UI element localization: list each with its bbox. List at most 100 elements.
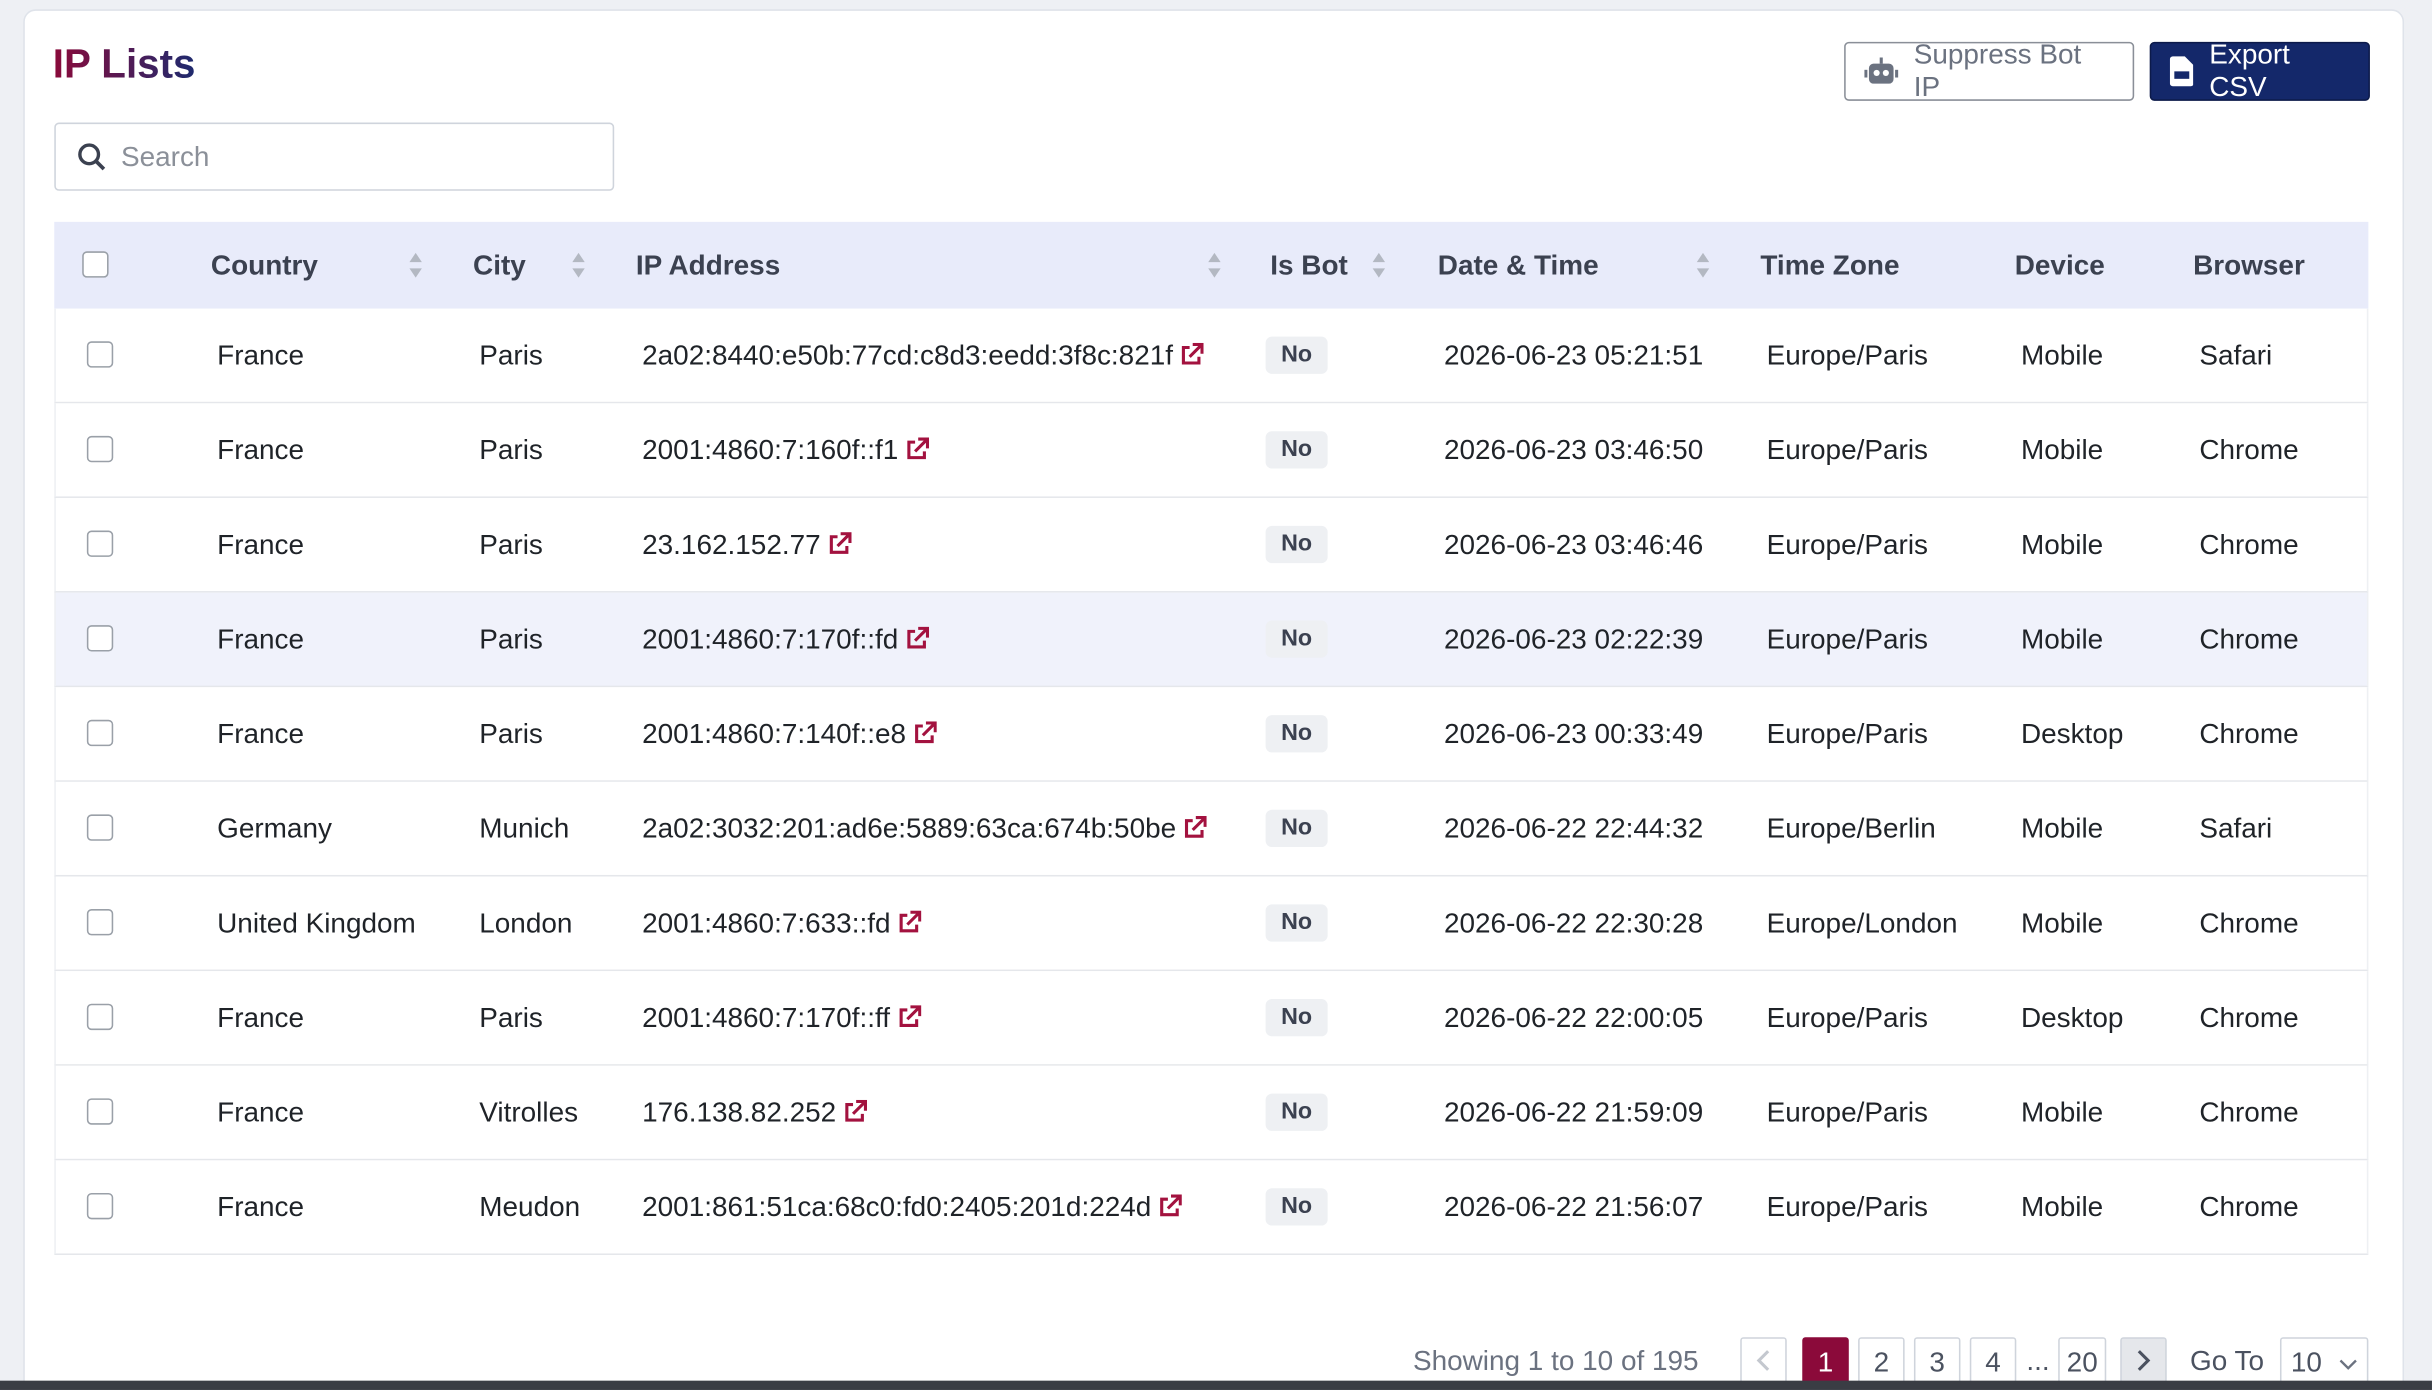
table-cell[interactable]: 2001:861:51ca:68c0:fd0:2405:201d:224d <box>642 1160 1183 1255</box>
row-checkbox[interactable] <box>86 1098 114 1125</box>
suppress-bot-button[interactable]: Suppress Bot IP <box>1844 38 2135 103</box>
cell-text: 2001:4860:7:160f::f1 <box>642 434 899 466</box>
cell-text: Mobile <box>2020 434 2104 466</box>
cell-text: France <box>217 1191 305 1223</box>
table-cell: Chrome <box>2199 498 2298 593</box>
column-header[interactable]: Is Bot <box>1270 249 1348 281</box>
table-cell[interactable]: 2001:4860:7:160f::f1 <box>642 403 930 498</box>
cell-text: France <box>217 434 305 466</box>
table-cell[interactable]: 2a02:3032:201:ad6e:5889:63ca:674b:50be <box>642 782 1208 877</box>
table-cell: France <box>217 309 304 404</box>
table-cell: Mobile <box>2021 403 2103 498</box>
row-checkbox[interactable] <box>86 719 114 747</box>
sort-icon[interactable] <box>571 251 587 279</box>
sort-icon[interactable] <box>1695 251 1711 279</box>
column-header[interactable]: City <box>473 249 526 281</box>
external-link-icon[interactable] <box>906 718 938 749</box>
table-cell: Mobile <box>2021 1160 2103 1255</box>
page-size-select[interactable]: 10 <box>2279 1337 2369 1384</box>
table-row: France Paris 2001:4860:7:160f::f1 No 2026-06… <box>54 403 2369 498</box>
row-checkbox[interactable] <box>86 530 114 557</box>
table-cell: Paris <box>479 498 543 593</box>
table-cell: Chrome <box>2199 403 2298 498</box>
button-label: Suppress Bot IP <box>1913 38 2082 103</box>
table-cell: Meudon <box>479 1160 580 1255</box>
external-link-icon[interactable] <box>836 1097 868 1128</box>
robot-icon <box>1864 57 1899 84</box>
prev-button[interactable] <box>1740 1337 1787 1384</box>
table-cell: 2026-06-22 22:00:05 <box>1444 971 1703 1066</box>
column-header[interactable]: IP Address <box>635 249 781 281</box>
external-link-icon[interactable] <box>1173 340 1205 371</box>
cell-text: Europe/Paris <box>1766 339 1928 371</box>
cell-text: 2001:861:51ca:68c0:fd0:2405:201d:224d <box>642 1191 1152 1223</box>
table-cell: Europe/Paris <box>1767 498 1928 593</box>
table-cell[interactable]: 176.138.82.252 <box>642 1066 868 1161</box>
page-button[interactable]: 1 <box>1802 1337 1849 1384</box>
page-button[interactable]: 3 <box>1913 1337 1961 1384</box>
row-checkbox[interactable] <box>86 909 114 936</box>
table-cell: Mobile <box>2021 498 2103 593</box>
table-cell[interactable]: 2001:4860:7:170f::ff <box>642 971 922 1066</box>
table-cell[interactable]: 2a02:8440:e50b:77cd:c8d3:eedd:3f8c:821f <box>642 309 1205 404</box>
row-checkbox[interactable] <box>86 1192 114 1220</box>
cell-text: France <box>217 528 305 561</box>
table-row: France Paris 23.162.152.77 No 2026-06-23 03:… <box>54 497 2369 593</box>
cell-text: France <box>217 1096 305 1128</box>
row-checkbox[interactable] <box>86 625 114 652</box>
next-button[interactable] <box>2120 1337 2167 1384</box>
table-cell: Germany <box>217 782 332 877</box>
sort-icon[interactable] <box>1207 251 1223 279</box>
cell-text: 2026-06-23 02:22:39 <box>1443 623 1704 655</box>
table-cell[interactable]: 2001:4860:7:140f::e8 <box>642 687 938 782</box>
search-input[interactable]: Search <box>54 122 615 191</box>
window-edge <box>0 1380 2432 1390</box>
sort-icon[interactable] <box>1371 251 1387 279</box>
cell-text: Europe/Paris <box>1766 718 1928 750</box>
external-link-icon[interactable] <box>898 624 930 655</box>
table-row: France Paris 2001:4860:7:170f::fd No 2026-06… <box>54 592 2369 688</box>
table-cell[interactable]: 2001:4860:7:170f::fd <box>642 593 930 688</box>
row-checkbox[interactable] <box>86 341 114 368</box>
cell-text: France <box>217 1002 305 1034</box>
table-cell: 2026-06-23 03:46:46 <box>1444 498 1703 593</box>
external-link-icon[interactable] <box>821 529 852 560</box>
cell-text: Mobile <box>2020 623 2104 655</box>
external-link-icon[interactable] <box>1176 813 1208 844</box>
cell-text: Desktop <box>2020 718 2124 750</box>
cell-text: Europe/Paris <box>1766 623 1928 655</box>
table-cell[interactable]: 2001:4860:7:633::fd <box>642 876 922 971</box>
table-cell: Europe/Paris <box>1767 1160 1928 1255</box>
table-cell: Europe/Paris <box>1767 1066 1928 1161</box>
column-header[interactable]: Country <box>210 249 318 281</box>
page-button[interactable]: 2 <box>1858 1337 1905 1384</box>
page-size-value: 10 <box>2290 1346 2322 1378</box>
column-header[interactable]: Date & Time <box>1437 249 1599 281</box>
cell-text: Chrome <box>2199 1002 2299 1034</box>
table-cell: France <box>217 403 304 498</box>
cell-text: 2001:4860:7:633::fd <box>642 907 891 939</box>
external-link-icon[interactable] <box>891 908 922 939</box>
table-row: France Vitrolles 176.138.82.252 No 2026-06-2… <box>54 1065 2369 1161</box>
row-checkbox[interactable] <box>86 435 114 463</box>
row-checkbox[interactable] <box>86 814 114 841</box>
table-cell: Desktop <box>2021 971 2123 1066</box>
external-link-icon[interactable] <box>890 1002 922 1033</box>
sort-icon[interactable] <box>408 251 424 279</box>
cell-text: London <box>479 907 573 939</box>
table-cell[interactable]: 23.162.152.77 <box>642 498 852 593</box>
external-link-icon[interactable] <box>898 434 930 465</box>
page-button[interactable]: 4 <box>1969 1337 2017 1384</box>
export-csv-button[interactable]: Export CSV <box>2149 39 2370 102</box>
cell-text: Chrome <box>2199 1096 2299 1128</box>
external-link-icon[interactable] <box>1151 1191 1183 1222</box>
cell-text: Mobile <box>2020 907 2104 939</box>
select-all-checkbox[interactable] <box>82 251 109 278</box>
cell-text: 2026-06-22 22:44:32 <box>1443 812 1704 844</box>
row-checkbox[interactable] <box>86 1003 114 1031</box>
table-cell: Mobile <box>2021 309 2103 404</box>
cell-text: France <box>217 623 305 655</box>
column-header: Time Zone <box>1760 249 1900 281</box>
page-button[interactable]: 20 <box>2058 1337 2107 1384</box>
